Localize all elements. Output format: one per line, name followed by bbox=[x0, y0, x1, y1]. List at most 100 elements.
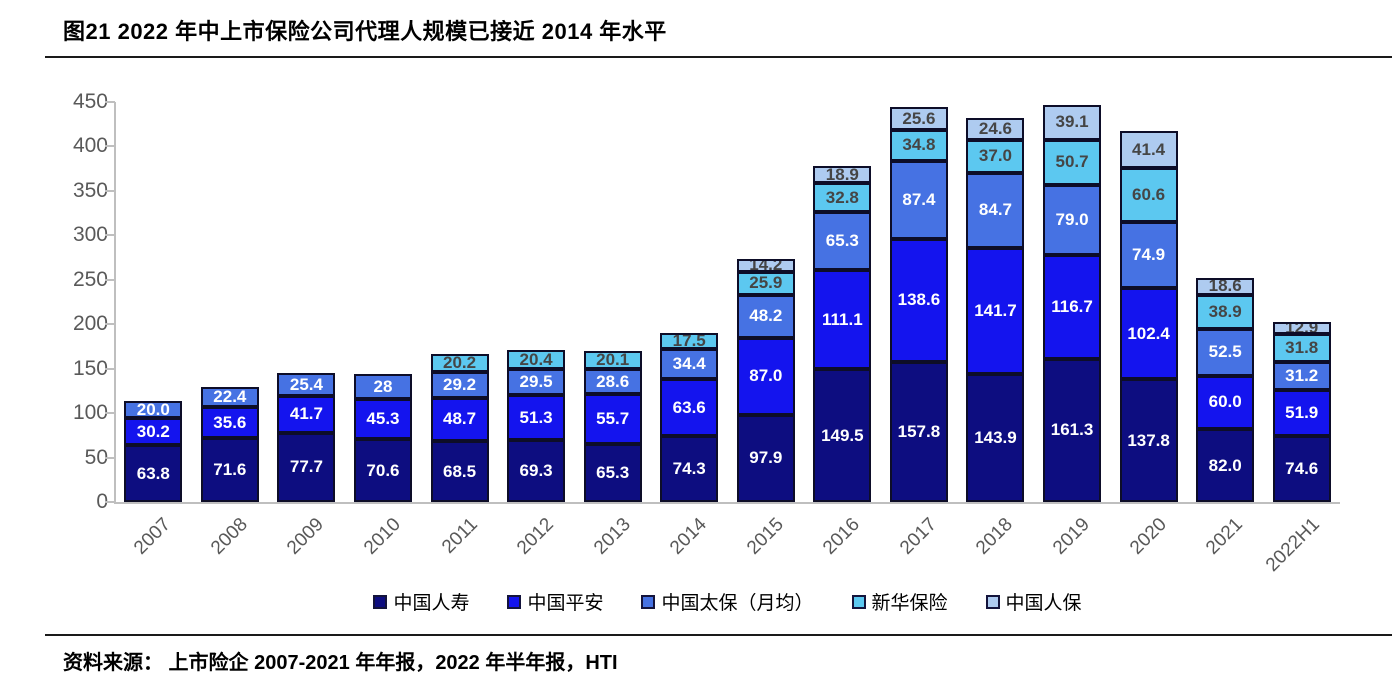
stacked-bar-2021: 18.6 38.9 52.5 60.0 82.0 bbox=[1196, 278, 1255, 502]
x-axis-tick-label: 2007 bbox=[130, 514, 176, 559]
bar-segment: 149.5 bbox=[813, 369, 872, 502]
x-axis-tick-label: 2009 bbox=[283, 514, 329, 559]
segment-value-label: 51.9 bbox=[1285, 402, 1319, 422]
segment-value-label: 138.6 bbox=[897, 290, 941, 310]
bar-segment: 20.0 bbox=[124, 400, 183, 419]
bar-segment: 37.0 bbox=[966, 139, 1025, 173]
segment-value-label: 65.3 bbox=[596, 462, 630, 482]
bar-segment: 12.9 bbox=[1272, 322, 1331, 334]
bar-segment: 60.0 bbox=[1196, 375, 1255, 430]
segment-value-label: 48.2 bbox=[749, 306, 783, 326]
segment-value-label: 20.4 bbox=[519, 350, 553, 369]
segment-value-label: 37.0 bbox=[978, 146, 1013, 166]
y-axis-tick-mark bbox=[105, 456, 115, 459]
bar-segment: 34.8 bbox=[889, 129, 948, 161]
x-axis-tick-label: 2016 bbox=[819, 514, 865, 559]
bar-segment: 74.9 bbox=[1119, 221, 1178, 289]
segment-value-label: 143.9 bbox=[974, 428, 1017, 447]
bar-segment: 48.7 bbox=[430, 397, 489, 442]
bar-segment: 68.5 bbox=[430, 441, 489, 502]
stacked-bar-2013: 20.1 28.6 55.7 65.3 bbox=[583, 351, 642, 502]
y-axis-tick-label: 0 bbox=[96, 490, 108, 513]
bar-segment: 30.2 bbox=[124, 418, 183, 446]
bar-segment: 55.7 bbox=[583, 394, 642, 444]
segment-value-label: 65.3 bbox=[825, 231, 859, 251]
stacked-bar-2016: 18.9 32.8 65.3 111.1 149.5 bbox=[813, 166, 872, 502]
legend-swatch-icon bbox=[373, 594, 388, 609]
x-axis-line bbox=[114, 502, 1340, 504]
segment-value-label: 30.2 bbox=[136, 421, 170, 441]
bar-segment: 14.2 bbox=[736, 259, 795, 272]
bar-segment: 74.3 bbox=[660, 435, 719, 502]
segment-value-label: 74.9 bbox=[1132, 245, 1166, 265]
x-axis-tick-label: 2011 bbox=[437, 514, 482, 558]
legend-label: 新华保险 bbox=[871, 593, 948, 614]
bar-segment: 48.2 bbox=[736, 294, 795, 338]
bar-segment: 52.5 bbox=[1196, 329, 1255, 376]
bar-segment: 63.6 bbox=[660, 379, 719, 436]
bar-segment: 28 bbox=[353, 374, 412, 399]
bar-segment: 137.8 bbox=[1119, 379, 1178, 502]
y-axis-tick-mark bbox=[105, 412, 115, 415]
legend-label: 中国人寿 bbox=[393, 593, 470, 614]
y-axis-tick-mark bbox=[105, 189, 115, 192]
bar-segment: 25.4 bbox=[277, 373, 336, 396]
segment-value-label: 14.2 bbox=[749, 259, 783, 272]
x-axis-tick-label: 2021 bbox=[1202, 514, 1248, 559]
bar-segment: 77.7 bbox=[277, 432, 336, 502]
legend-item: 中国平安 bbox=[507, 588, 603, 615]
bar-segment: 20.2 bbox=[430, 353, 489, 372]
stacked-bar-2010: 28 45.3 70.6 bbox=[353, 374, 412, 502]
legend-item: 中国人保 bbox=[985, 588, 1082, 615]
segment-value-label: 18.6 bbox=[1208, 278, 1242, 295]
y-axis-tick-mark bbox=[105, 367, 115, 370]
bar-segment: 138.6 bbox=[889, 238, 948, 362]
y-axis-line bbox=[114, 102, 116, 502]
bar-segment: 32.8 bbox=[813, 183, 872, 213]
segment-value-label: 38.9 bbox=[1208, 301, 1242, 321]
bar-segment: 24.6 bbox=[966, 118, 1025, 140]
segment-value-label: 41.7 bbox=[289, 404, 323, 424]
segment-value-label: 97.9 bbox=[749, 448, 783, 468]
segment-value-label: 39.1 bbox=[1055, 112, 1089, 132]
chart-legend: 中国人寿 中国平安 中国太保（月均） 新华保险 中国人保 bbox=[115, 588, 1340, 615]
bar-segment: 29.5 bbox=[507, 368, 566, 395]
segment-value-label: 25.4 bbox=[289, 374, 323, 394]
legend-item: 中国太保（月均） bbox=[641, 588, 814, 615]
bar-segment: 38.9 bbox=[1196, 294, 1255, 330]
y-axis-tick-label: 150 bbox=[72, 356, 108, 380]
segment-value-label: 60.6 bbox=[1132, 184, 1166, 204]
bar-segment: 29.2 bbox=[430, 371, 489, 398]
bar-segment: 31.2 bbox=[1272, 361, 1331, 390]
bar-segment: 87.0 bbox=[736, 337, 795, 415]
legend-swatch-icon bbox=[641, 594, 656, 609]
y-axis-tick-label: 300 bbox=[72, 223, 108, 247]
x-axis-tick-label: 2018 bbox=[972, 514, 1018, 559]
bar-segment: 17.5 bbox=[660, 333, 719, 349]
segment-value-label: 60.0 bbox=[1208, 392, 1242, 412]
bar-segment: 18.6 bbox=[1196, 278, 1255, 295]
segment-value-label: 29.5 bbox=[519, 371, 553, 391]
stacked-bar-2017: 25.6 34.8 87.4 138.6 157.8 bbox=[889, 107, 948, 502]
segment-value-label: 63.8 bbox=[136, 463, 170, 483]
segment-value-label: 17.5 bbox=[672, 333, 706, 349]
segment-value-label: 141.7 bbox=[974, 301, 1017, 321]
y-axis-tick-label: 450 bbox=[72, 90, 108, 113]
segment-value-label: 137.8 bbox=[1127, 430, 1170, 450]
segment-value-label: 28.6 bbox=[596, 371, 630, 391]
y-axis-tick-mark bbox=[105, 101, 115, 103]
legend-swatch-icon bbox=[985, 594, 1000, 609]
bar-segment: 63.8 bbox=[124, 445, 183, 502]
stacked-bar-2022H1: 12.9 31.8 31.2 51.9 74.6 bbox=[1272, 322, 1331, 502]
segment-value-label: 45.3 bbox=[366, 409, 400, 429]
segment-value-label: 48.7 bbox=[442, 409, 477, 429]
figure-title: 图21 2022 年中上市保险公司代理人规模已接近 2014 年水平 bbox=[63, 19, 667, 44]
segment-value-label: 12.9 bbox=[1285, 322, 1319, 334]
bar-segment: 79.0 bbox=[1043, 184, 1102, 255]
segment-value-label: 22.4 bbox=[213, 386, 247, 406]
bar-segment: 35.6 bbox=[200, 406, 259, 439]
segment-value-label: 41.4 bbox=[1132, 139, 1166, 159]
stacked-bar-2007: 20.0 30.2 63.8 bbox=[124, 400, 183, 502]
segment-value-label: 82.0 bbox=[1208, 455, 1242, 475]
